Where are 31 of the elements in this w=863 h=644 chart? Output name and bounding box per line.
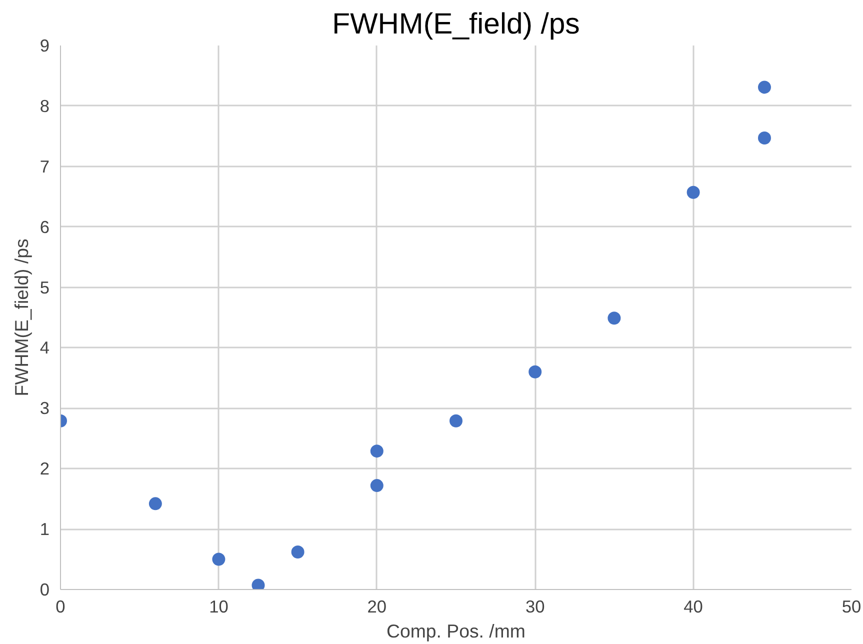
point: [212, 552, 226, 566]
point: [252, 578, 265, 590]
x-tick-label: 0: [56, 596, 66, 616]
y-tick-label: 9: [40, 36, 50, 56]
x-tick-label: 50: [842, 596, 862, 616]
y-axis-title: FWHM(E_field) /ps: [10, 238, 32, 396]
chart-title: FWHM(E_field) /ps: [332, 8, 580, 40]
y-tick-label: 2: [40, 458, 50, 479]
y-tick-label: 6: [40, 216, 50, 237]
point: [608, 312, 621, 325]
x-axis-title: Comp. Pos. /mm: [386, 620, 526, 642]
point: [370, 479, 384, 492]
x-tick-label: 20: [367, 596, 387, 616]
point: [528, 365, 542, 378]
point: [370, 444, 384, 458]
x-tick-label: 30: [525, 596, 545, 616]
point: [758, 131, 771, 144]
point: [450, 414, 462, 428]
point: [148, 497, 162, 510]
y-tick-label: 8: [40, 96, 50, 116]
point: [291, 546, 304, 559]
point: [758, 80, 771, 94]
y-tick-label: 3: [40, 398, 50, 418]
y-tick-label: 1: [40, 519, 50, 540]
point: [686, 186, 700, 199]
y-tick-label: 7: [40, 156, 50, 176]
y-tick-label: 4: [40, 338, 50, 358]
x-tick-label: 10: [209, 596, 228, 616]
x-tick-label: 40: [684, 596, 703, 616]
y-tick-label: 5: [40, 277, 50, 298]
y-tick-label: 0: [40, 580, 50, 600]
